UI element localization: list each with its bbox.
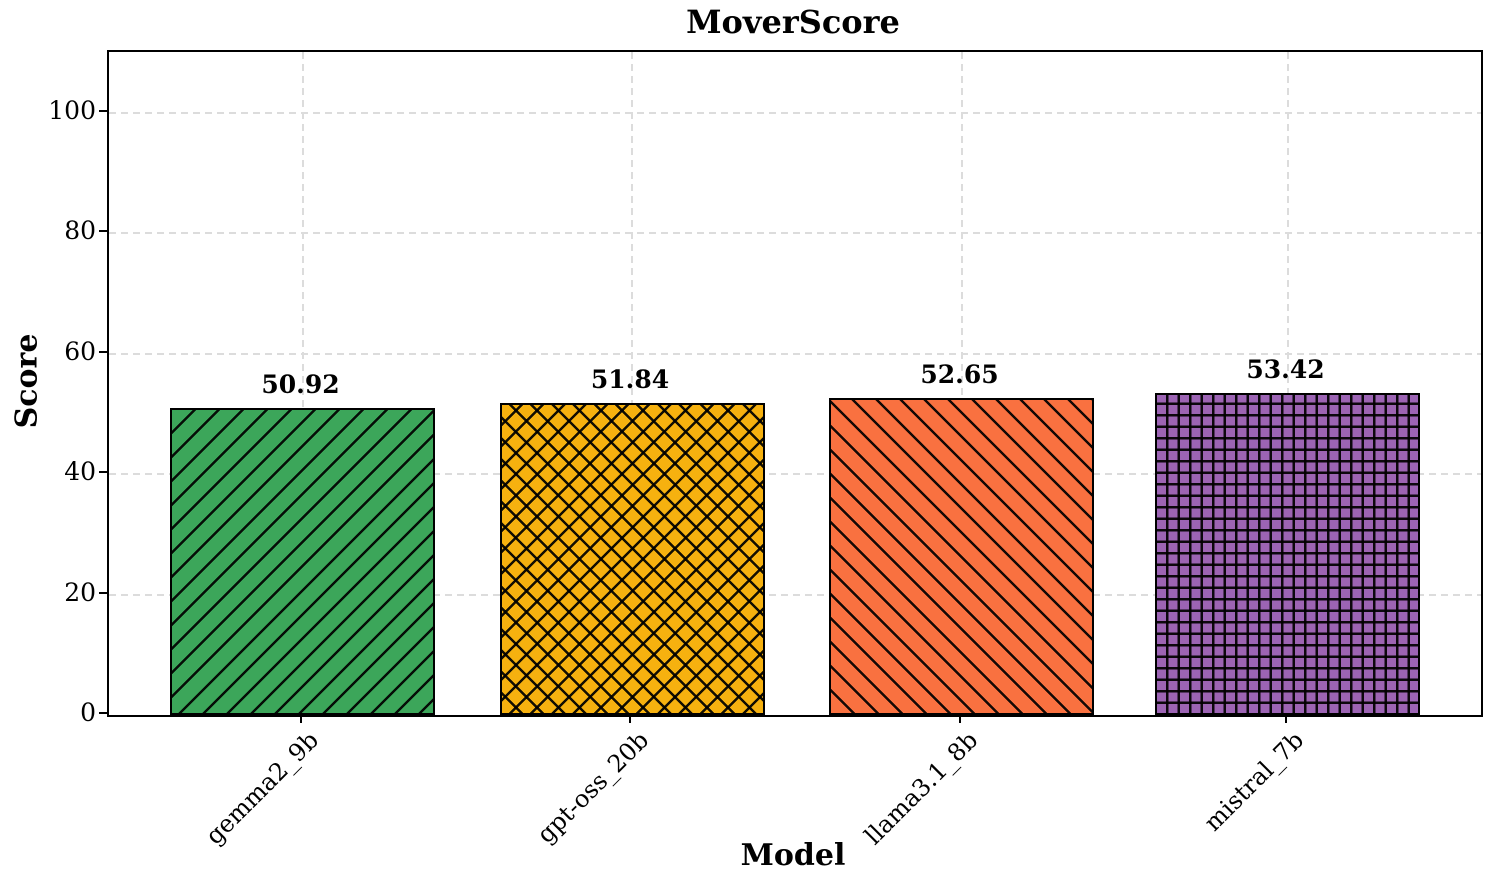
y-tick-mark-20 xyxy=(99,591,107,594)
y-tick-mark-0 xyxy=(99,712,107,714)
y-tick-mark-80 xyxy=(99,230,107,233)
bar-gemma2_9b xyxy=(170,408,435,715)
y-tick-label-100: 100 xyxy=(48,96,96,125)
x-tick-label-llama3.1_8b: llama3.1_8b xyxy=(859,726,984,851)
gridline-x-llama3.1_8b xyxy=(960,52,963,715)
bar-value-mistral_7b: 53.42 xyxy=(1246,355,1325,385)
gridline-y-80 xyxy=(109,232,1481,235)
y-tick-mark-40 xyxy=(99,471,107,474)
bar-value-llama3.1_8b: 52.65 xyxy=(920,360,999,390)
bar-value-gemma2_9b: 50.92 xyxy=(261,370,340,400)
y-tick-mark-60 xyxy=(99,350,107,353)
y-tick-label-20: 20 xyxy=(64,577,96,607)
x-axis-label: Model xyxy=(740,838,846,873)
x-tick-mark-gpt-oss_20b xyxy=(629,713,631,723)
bar-mistral_7b xyxy=(1155,393,1420,715)
y-tick-label-60: 60 xyxy=(64,336,96,366)
bar-llama3.1_8b xyxy=(829,398,1094,715)
y-tick-label-0: 0 xyxy=(80,698,96,727)
plot-area xyxy=(107,50,1483,717)
bar-value-gpt-oss_20b: 51.84 xyxy=(590,364,670,394)
x-tick-label-gpt-oss_20b: gpt-oss_20b xyxy=(531,726,654,849)
x-tick-mark-mistral_7b xyxy=(1284,713,1287,723)
gridline-y-20 xyxy=(109,593,1481,596)
gridline-x-gemma2_9b xyxy=(301,52,304,715)
chart-title: MoverScore xyxy=(686,3,900,41)
gridline-x-mistral_7b xyxy=(1286,52,1289,715)
y-axis-label: Score xyxy=(9,333,45,429)
y-tick-label-80: 80 xyxy=(64,216,96,246)
x-tick-mark-gemma2_9b xyxy=(299,713,302,723)
x-tick-label-gemma2_9b: gemma2_9b xyxy=(200,726,325,850)
x-tick-label-mistral_7b: mistral_7b xyxy=(1198,726,1310,837)
bar-gpt-oss_20b xyxy=(499,402,765,715)
gridline-y-100 xyxy=(109,112,1481,114)
y-tick-mark-100 xyxy=(99,110,107,112)
gridline-y-40 xyxy=(109,473,1481,476)
gridline-y-60 xyxy=(109,352,1481,355)
gridline-x-gpt-oss_20b xyxy=(631,52,633,715)
y-tick-label-40: 40 xyxy=(64,457,96,487)
x-tick-mark-llama3.1_8b xyxy=(958,713,961,723)
